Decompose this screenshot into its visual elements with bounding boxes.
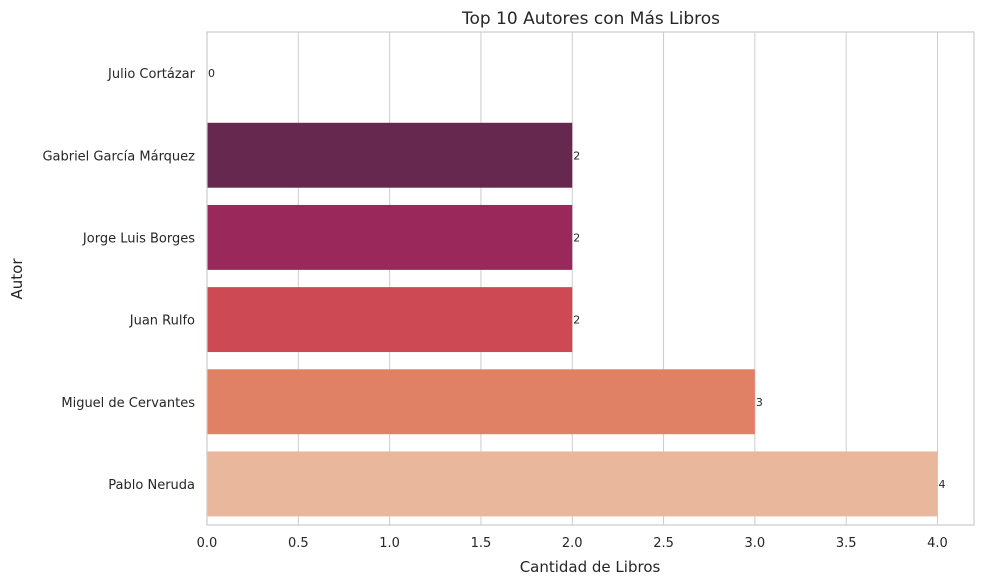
- x-tick-label: 1.0: [379, 536, 400, 551]
- x-tick-label: 3.0: [745, 536, 766, 551]
- chart-title: Top 10 Autores con Más Libros: [461, 9, 720, 29]
- x-tick-label: 1.5: [471, 536, 492, 551]
- data-labels-group: 0 2 2 2 3 4: [208, 67, 945, 491]
- x-axis-tick-labels: 0.0 0.5 1.0 1.5 2.0 2.5 3.0 3.5 4.0: [197, 536, 948, 551]
- bar: [207, 451, 938, 517]
- bar: [207, 204, 573, 270]
- x-tick-label: 2.5: [653, 536, 674, 551]
- y-axis-label: Autor: [8, 258, 26, 300]
- x-tick-label: 3.5: [836, 536, 857, 551]
- bar: [207, 369, 755, 435]
- y-tick-label: Pablo Neruda: [108, 478, 195, 493]
- data-label: 2: [573, 314, 580, 327]
- x-tick-label: 0.0: [197, 536, 218, 551]
- y-tick-label: Juan Rulfo: [129, 314, 195, 329]
- data-label: 2: [573, 231, 580, 244]
- data-label: 2: [573, 149, 580, 162]
- grid-lines: [206, 32, 938, 525]
- bar: [207, 122, 573, 188]
- x-tick-label: 2.0: [562, 536, 583, 551]
- plot-frame: [206, 31, 975, 526]
- y-tick-label: Jorge Luis Borges: [82, 231, 195, 246]
- data-label: 0: [208, 67, 215, 80]
- bar: [207, 287, 573, 353]
- bars-group: [207, 122, 938, 517]
- x-axis-label: Cantidad de Libros: [520, 558, 661, 576]
- x-tick-label: 0.5: [288, 536, 309, 551]
- x-tick-label: 4.0: [927, 536, 948, 551]
- y-tick-label: Gabriel García Márquez: [42, 149, 195, 164]
- data-label: 3: [756, 396, 763, 409]
- data-label: 4: [938, 478, 945, 491]
- y-axis-tick-labels: Julio Cortázar Gabriel García Márquez Jorg…: [42, 67, 195, 493]
- y-tick-label: Miguel de Cervantes: [61, 396, 195, 411]
- y-tick-label: Julio Cortázar: [107, 67, 196, 82]
